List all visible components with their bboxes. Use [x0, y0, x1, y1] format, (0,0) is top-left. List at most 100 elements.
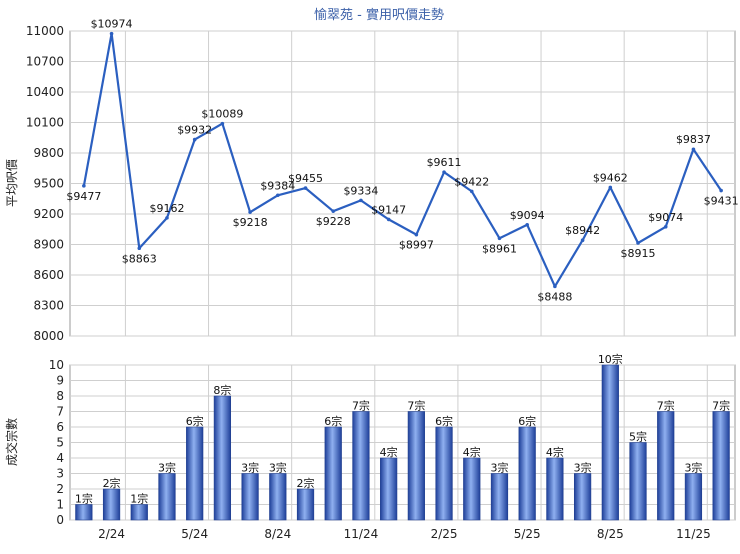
price-data-label: $9422 [454, 175, 489, 188]
volume-bar [657, 411, 675, 521]
price-data-label: $9431 [704, 195, 739, 208]
volume-data-label: 7宗 [712, 399, 730, 413]
volume-data-label: 1宗 [75, 492, 93, 506]
price-point [663, 225, 668, 229]
price-data-label: $9477 [66, 190, 101, 203]
price-data-label: $9162 [149, 202, 184, 215]
volume-bar [435, 426, 453, 521]
price-point [414, 232, 419, 237]
volume-bar [546, 457, 564, 521]
price-tick-label: 10400 [26, 85, 64, 99]
volume-tick-label: 10 [49, 358, 64, 372]
price-point [553, 284, 557, 289]
volume-bar [130, 504, 148, 521]
volume-bar [241, 473, 259, 521]
volume-data-label: 10宗 [598, 352, 623, 366]
volume-bar [158, 473, 176, 521]
price-data-label: $8997 [399, 239, 434, 252]
x-tick-label: 11/25 [676, 527, 711, 541]
volume-tick-label: 7 [56, 405, 64, 419]
volume-tick-label: 9 [56, 374, 64, 388]
x-tick-label: 11/24 [344, 527, 379, 541]
volume-data-label: 2宗 [103, 476, 121, 490]
x-tick-label: 8/25 [597, 527, 624, 541]
price-point [359, 198, 363, 203]
price-data-label: $10089 [201, 108, 243, 121]
volume-bar [629, 442, 647, 521]
volume-bar [601, 364, 619, 521]
volume-data-label: 4宗 [380, 445, 398, 459]
volume-bar [684, 473, 703, 521]
volume-bar [186, 426, 204, 521]
chart-title: 愉翠苑 - 實用呎價走勢 [314, 7, 444, 23]
price-data-label: $8488 [537, 290, 572, 303]
volume-bar [296, 488, 315, 521]
volume-bar [352, 411, 370, 521]
volume-data-label: 3宗 [574, 461, 592, 475]
volume-data-label: 4宗 [463, 445, 481, 459]
price-data-label: $9147 [371, 203, 406, 216]
volume-tick-label: 3 [56, 467, 64, 481]
x-tick-label: 5/24 [181, 527, 208, 541]
x-tick-label: 2/24 [98, 527, 125, 541]
price-point [580, 238, 585, 243]
price-data-label: $9334 [343, 184, 378, 197]
volume-data-label: 6宗 [324, 414, 342, 428]
x-tick-label: 5/25 [514, 527, 541, 541]
price-tick-label: 8600 [33, 268, 64, 282]
volume-tick-label: 5 [56, 436, 64, 450]
price-data-label: $9228 [316, 215, 351, 228]
volume-data-label: 7宗 [407, 399, 425, 413]
price-point [276, 193, 280, 198]
price-data-label: $8961 [482, 242, 517, 255]
price-tick-label: 9500 [33, 177, 64, 191]
x-tick-label: 2/25 [431, 527, 458, 541]
price-point [636, 241, 640, 245]
price-data-label: $9611 [427, 156, 462, 169]
volume-data-label: 6宗 [518, 414, 536, 428]
volume-bar [573, 473, 592, 521]
volume-bar [75, 504, 93, 521]
price-tick-label: 10700 [26, 55, 64, 69]
volume-data-label: 3宗 [158, 461, 176, 475]
volume-axis-label: 成交宗數 [4, 418, 19, 466]
volume-tick-label: 4 [56, 451, 64, 465]
price-tick-label: 8900 [33, 238, 64, 252]
volume-bar [102, 488, 121, 521]
price-data-label: $9932 [177, 124, 212, 137]
price-point [691, 147, 696, 152]
price-chart-panel: 8000 8300 8600 8900 9200 9500 9800 10100 10400 10… [26, 18, 739, 343]
volume-bar [712, 411, 730, 521]
price-point [220, 121, 225, 126]
volume-tick-label: 0 [56, 513, 64, 527]
volume-data-label: 8宗 [213, 383, 231, 397]
price-point [608, 185, 613, 190]
price-point [109, 31, 114, 36]
volume-data-label: 5宗 [629, 430, 647, 444]
price-point [469, 189, 474, 194]
price-point [165, 216, 169, 220]
price-point [192, 137, 197, 142]
volume-data-label: 7宗 [352, 399, 370, 413]
volume-data-label: 3宗 [269, 461, 287, 475]
price-point [719, 188, 723, 193]
price-data-label: $10974 [91, 18, 133, 31]
price-data-label: $9384 [260, 179, 295, 192]
volume-chart-panel: 01 23 45 67 89 10 1宗 2宗 1宗 3宗 6宗 8宗 3宗 3宗 2宗 6宗 7宗 4宗 7宗 6宗… [49, 352, 736, 541]
x-tick-label: 8/24 [264, 527, 291, 541]
volume-bar [269, 473, 287, 521]
price-point [137, 246, 142, 251]
price-point [497, 236, 502, 241]
price-point [248, 210, 252, 214]
price-data-label: $9094 [510, 209, 545, 222]
volume-bar [407, 411, 425, 521]
volume-bar [518, 426, 536, 521]
volume-bar [213, 395, 232, 521]
price-data-label: $9074 [648, 211, 683, 224]
volume-bar [463, 457, 481, 521]
price-data-label: $8863 [122, 252, 157, 265]
volume-data-label: 1宗 [130, 492, 148, 506]
volume-data-label: 6宗 [186, 414, 204, 428]
